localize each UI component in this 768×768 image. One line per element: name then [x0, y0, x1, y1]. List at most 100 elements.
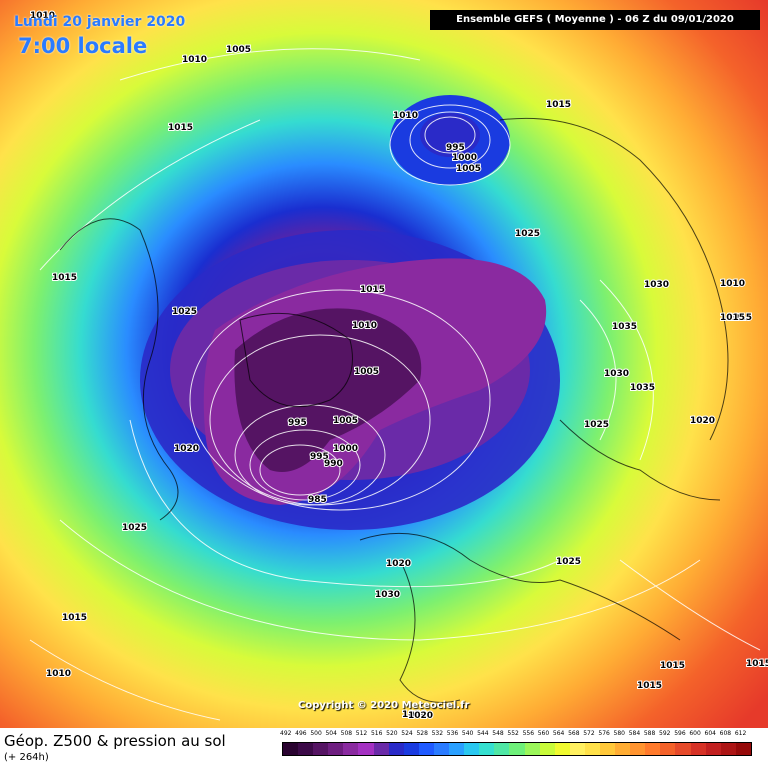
- isobar-label: 995: [310, 452, 329, 462]
- coastlines: [59, 117, 729, 703]
- legend-value: 596: [674, 730, 686, 737]
- isobar-label: 1010: [720, 279, 745, 289]
- legend-value: 612: [734, 730, 747, 737]
- isobar-label: 1010: [30, 11, 55, 21]
- legend-value: 564: [552, 730, 565, 737]
- isobar-label: 1015: [720, 313, 745, 323]
- legend-value: 584: [628, 730, 641, 737]
- legend-swatch: [464, 743, 480, 755]
- legend-value: 608: [719, 730, 732, 737]
- geopotential-map: 1010 1005 1010 1015 1010 995 1000 1005 1015 1025 1…: [0, 0, 768, 728]
- isobar-label: 1015: [52, 273, 77, 283]
- isobar-label: 1020: [408, 711, 433, 721]
- legend-swatch: [645, 743, 661, 755]
- legend-swatch: [539, 743, 555, 755]
- isobar-label: 1020: [402, 710, 427, 720]
- legend-value: 552: [507, 730, 519, 737]
- legend-color-bar: [282, 742, 752, 756]
- chart-title: Géop. Z500 & pression au sol: [4, 732, 226, 750]
- isobar-label: 1015: [168, 123, 193, 133]
- isobar-label: 1035: [612, 322, 637, 332]
- isobar-label: 1015: [546, 100, 571, 110]
- copyright-text: Copyright © 2020 Meteociel.fr: [298, 700, 470, 711]
- legend-value: 520: [386, 730, 398, 737]
- legend-value: 544: [477, 730, 489, 737]
- legend-swatch: [630, 743, 646, 755]
- legend-value: 540: [461, 730, 474, 737]
- legend-value: 588: [643, 730, 656, 737]
- legend-swatch: [554, 743, 570, 755]
- legend-swatch: [283, 743, 299, 755]
- legend-value: 536: [446, 730, 459, 737]
- isobar-label: 1000: [333, 444, 358, 454]
- isobar-label: 1030: [375, 590, 400, 600]
- vortex-deep: [234, 308, 422, 472]
- isobar-label: 1030: [644, 280, 669, 290]
- legend-value: 496: [295, 730, 307, 737]
- legend-labels: 492 496 500 504 508 512 516 520 524 528 532 536 540 5…: [280, 730, 752, 740]
- legend-value: 516: [370, 730, 383, 737]
- isobar-label: 1025: [584, 420, 609, 430]
- legend-value: 592: [659, 730, 671, 737]
- legend-swatch: [584, 743, 600, 755]
- legend-swatch: [720, 743, 736, 755]
- isobar-label: 1015: [637, 681, 662, 691]
- legend-swatch: [418, 743, 434, 755]
- legend-value: 568: [568, 730, 580, 737]
- legend-swatch: [388, 743, 404, 755]
- legend-value: 504: [325, 730, 337, 737]
- isobar-label: 1010: [46, 669, 71, 679]
- legend-value: 560: [537, 730, 550, 737]
- isobar-label: 1005: [456, 164, 481, 174]
- legend-value: 528: [416, 730, 428, 737]
- legend-swatch: [298, 743, 314, 755]
- forecast-time: 7:00 locale: [18, 34, 148, 58]
- legend-swatch: [675, 743, 691, 755]
- legend-swatch: [494, 743, 510, 755]
- aleutian-low-core: [420, 113, 480, 157]
- model-run-banner: Ensemble GEFS ( Moyenne ) - 06 Z du 09/0…: [430, 10, 760, 30]
- isobar-label: 1020: [690, 416, 715, 426]
- legend-swatch: [433, 743, 450, 755]
- isobar-label: 1015: [746, 659, 768, 669]
- isobar-label: 1020: [386, 559, 411, 569]
- legend-swatch: [660, 743, 676, 755]
- isobar-label: 1010: [393, 111, 418, 121]
- isobar-label: 1010: [182, 55, 207, 65]
- isobars: [29, 48, 761, 721]
- isobar-label: 1010: [352, 321, 377, 331]
- isobar-label: 1025: [515, 229, 540, 239]
- legend-swatch: [403, 743, 419, 755]
- legend-value: 556: [522, 730, 535, 737]
- isobar-label: 990: [324, 459, 343, 469]
- legend-swatch: [569, 743, 585, 755]
- legend-swatch: [373, 743, 389, 755]
- legend-swatch: [599, 743, 616, 755]
- legend-swatch: [328, 743, 344, 755]
- isobar-label: 1035: [630, 383, 655, 393]
- color-legend: 492 496 500 504 508 512 516 520 524 528 532 536 540 5…: [280, 730, 752, 764]
- legend-swatch: [479, 743, 495, 755]
- legend-swatch: [524, 743, 540, 755]
- isobar-label: 1015: [660, 661, 685, 671]
- legend-swatch: [615, 743, 631, 755]
- isobar-label: 1005: [226, 45, 251, 55]
- isobar-label: 1015: [727, 313, 752, 323]
- isobar-label: 1025: [122, 523, 147, 533]
- pressure-labels: 1010 1005 1010 1015 1010 995 1000 1005 1015 1025 1…: [29, 10, 768, 722]
- legend-value: 508: [340, 730, 353, 737]
- legend-swatch: [358, 743, 374, 755]
- legend-value: 580: [613, 730, 625, 737]
- isobar-label: 1030: [604, 369, 629, 379]
- forecast-date: Lundi 20 janvier 2020: [14, 14, 186, 30]
- isobar-label: 1005: [333, 416, 358, 426]
- isobar-label: 1025: [556, 557, 581, 567]
- legend-value: 492: [280, 730, 292, 737]
- legend-swatch: [705, 743, 721, 755]
- legend-value: 572: [583, 730, 595, 737]
- isobar-label: 1015: [62, 613, 87, 623]
- legend-swatch: [449, 743, 465, 755]
- legend-value: 576: [598, 730, 610, 737]
- legend-swatch: [313, 743, 329, 755]
